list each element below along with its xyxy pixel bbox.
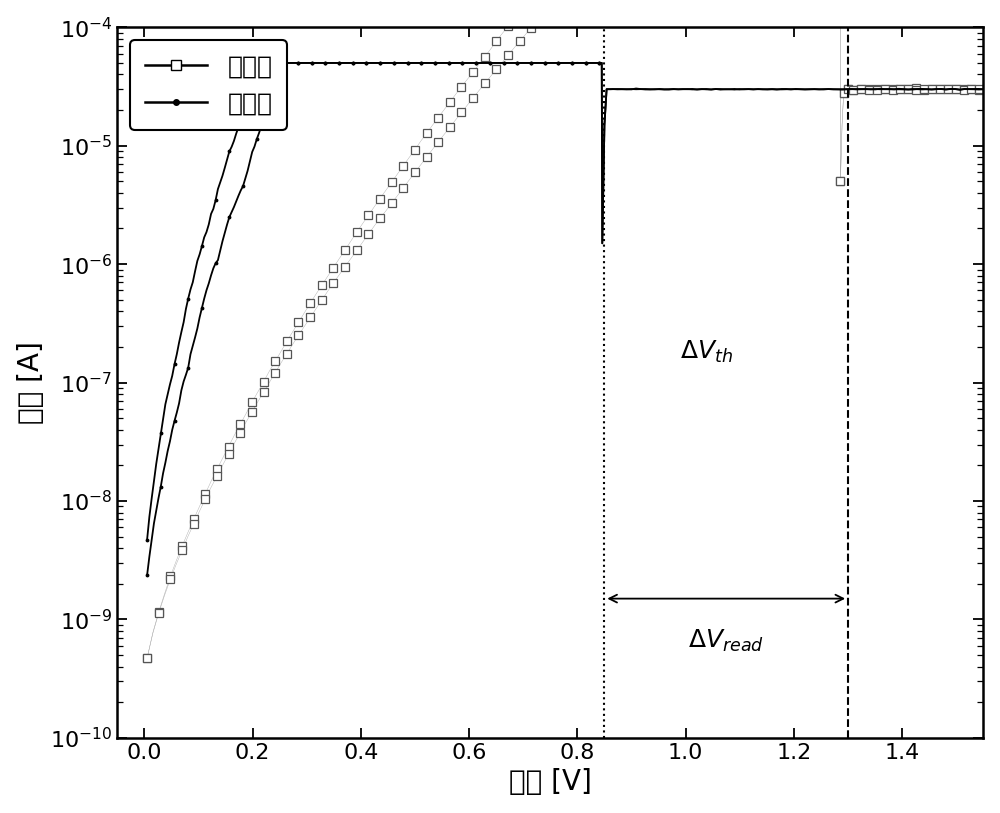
X-axis label: 电压 [V]: 电压 [V] xyxy=(509,768,592,796)
Y-axis label: 电流 [A]: 电流 [A] xyxy=(17,341,45,424)
Text: $\Delta V_{read}$: $\Delta V_{read}$ xyxy=(688,628,764,654)
Text: $\Delta V_{th}$: $\Delta V_{th}$ xyxy=(680,339,733,366)
Legend: 高阻态, 低阻态: 高阻态, 低阻态 xyxy=(130,40,287,130)
